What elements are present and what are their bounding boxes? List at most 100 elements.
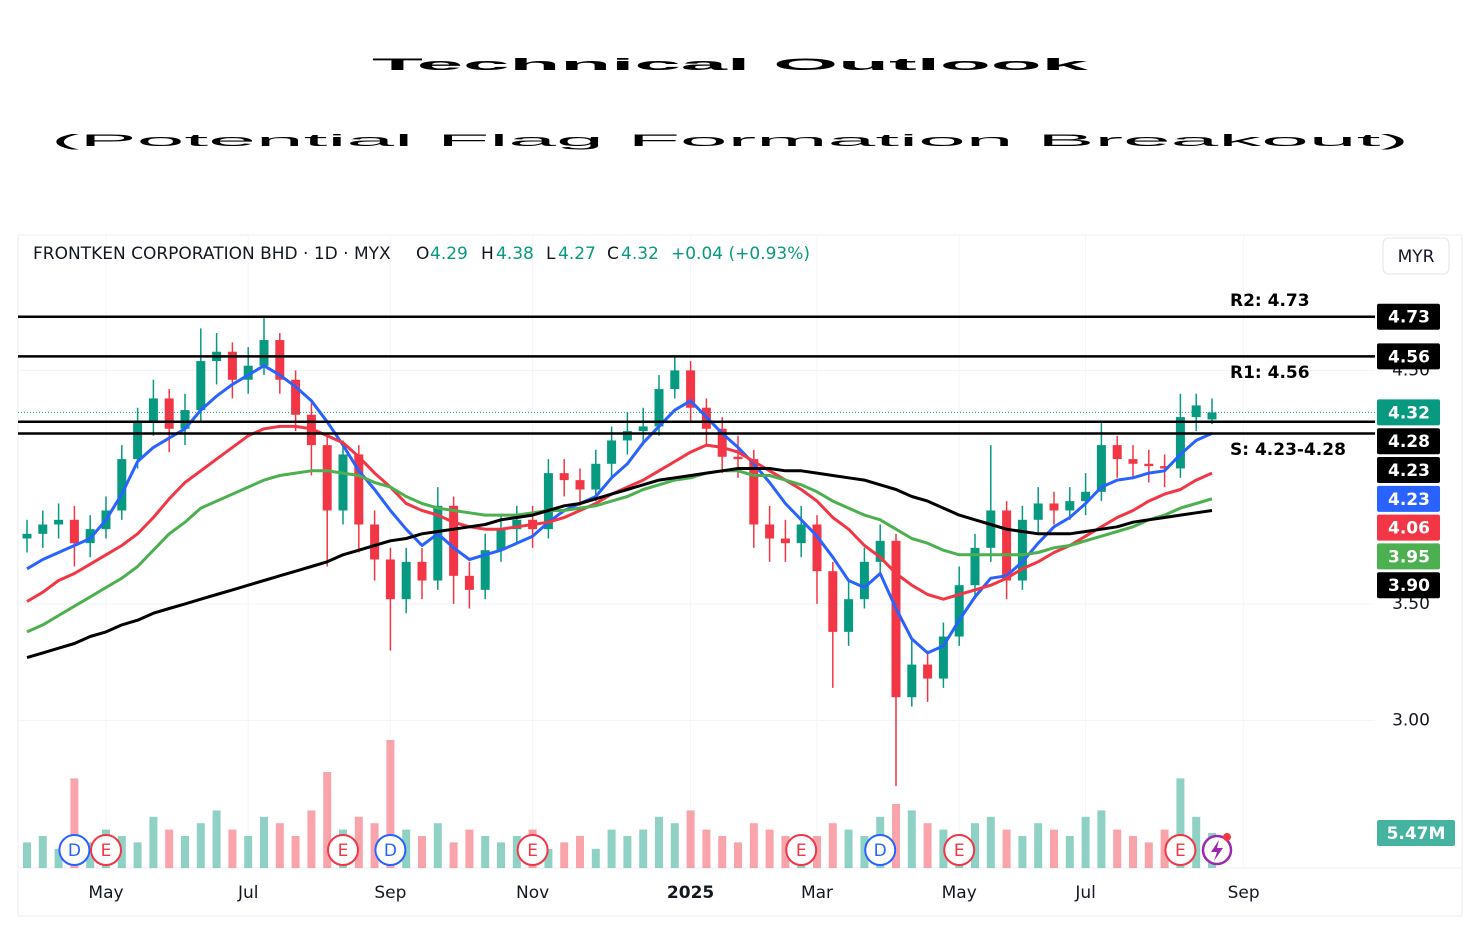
annotation: S: 4.23-4.28 (1230, 440, 1346, 460)
volume-bar (165, 829, 174, 868)
volume-bar (734, 842, 742, 868)
volume-bar (718, 836, 727, 868)
candle-body (907, 664, 917, 698)
candle-body (986, 510, 996, 548)
volume-bar (591, 848, 600, 868)
volume-bar (86, 842, 95, 868)
candle-body (844, 599, 854, 632)
currency-button[interactable] (1382, 237, 1450, 275)
event-label: D (68, 841, 81, 861)
flash-icon (1201, 833, 1233, 866)
event-label: E (954, 841, 965, 861)
candle-body (417, 561, 427, 581)
candle-body (954, 585, 964, 637)
candle-body (543, 473, 553, 530)
candle-body (243, 365, 253, 380)
candle-body (38, 524, 48, 534)
volume-label-box (1377, 820, 1455, 846)
candle-body (259, 340, 269, 366)
ohlc-value: 4.27 (558, 244, 596, 264)
candle-body (923, 664, 933, 679)
volume-bar (260, 816, 268, 868)
x-tick-label: May (942, 883, 977, 903)
volume-bar (323, 772, 332, 868)
chart-panel (17, 234, 1463, 917)
candle-body (891, 540, 901, 698)
price-label-box (1377, 514, 1440, 541)
volume-pane (23, 740, 1216, 868)
candle-body (54, 519, 64, 525)
moving-average (26, 469, 1213, 634)
candle-body (1002, 510, 1012, 581)
candle-body (69, 519, 79, 544)
candle-body (354, 454, 364, 525)
candle-body (1112, 445, 1122, 460)
moving-average (26, 364, 1213, 655)
ohlc-letter: C (607, 244, 619, 264)
volume-bar (275, 823, 284, 868)
candle-body (1144, 463, 1154, 467)
ohlc-value: 4.29 (430, 244, 468, 264)
candle-body (749, 459, 759, 525)
candle-body (322, 445, 332, 511)
candle-body (148, 398, 158, 422)
candle-body (780, 538, 790, 544)
volume-bar (386, 740, 395, 868)
annotation: R2: 4.73 (1230, 291, 1310, 311)
volume-bar (1081, 816, 1090, 868)
candle-body (796, 524, 806, 544)
page-title: Technical Outlook (372, 55, 1091, 74)
candle-body (1160, 466, 1170, 469)
ohlc-letter: O (416, 244, 429, 264)
ohlc-letter: L (546, 244, 556, 264)
price-label-box (1377, 485, 1440, 512)
candle-body (607, 440, 617, 464)
y-tick-label: 3.00 (1392, 711, 1430, 731)
candle-body (1191, 405, 1201, 418)
candle-body (828, 571, 838, 632)
candle-body (575, 480, 585, 490)
candle-body (164, 398, 174, 429)
candle-body (765, 524, 775, 539)
event-marker (864, 834, 897, 866)
ohlc-letter: H (481, 244, 494, 264)
volume-bar (1002, 829, 1011, 868)
candle-body (180, 410, 190, 429)
event-label: D (874, 841, 887, 861)
candle-body (512, 519, 522, 530)
volume-bar (1034, 823, 1043, 868)
volume-bar (844, 829, 853, 868)
volume-bar (1129, 836, 1137, 868)
price-label: 4.23 (1388, 461, 1430, 481)
volume-bar (1176, 778, 1185, 868)
volume-bar (560, 842, 569, 868)
candle-body (338, 454, 348, 511)
x-tick-label: Sep (374, 883, 406, 903)
volume-bar (1113, 829, 1122, 868)
volume-bar (149, 816, 158, 868)
candle-body (638, 426, 648, 432)
volume-bar (465, 829, 474, 868)
volume-bar (70, 778, 79, 868)
price-label: 4.73 (1388, 308, 1430, 328)
price-label-box (1377, 303, 1440, 330)
volume-bar (497, 842, 505, 868)
x-tick-label: 2025 (667, 883, 714, 903)
y-tick-label: 3.50 (1392, 594, 1430, 614)
volume-bar (923, 823, 932, 868)
price-label: 4.23 (1388, 490, 1430, 510)
event-label: E (527, 841, 538, 861)
volume-bar (986, 816, 995, 868)
event-label: E (1175, 841, 1186, 861)
currency-label[interactable]: MYR (1398, 247, 1435, 267)
change: +0.04 (+0.93%) (671, 244, 810, 264)
symbol: FRONTKEN CORPORATION BHD · 1D · MYX (33, 244, 391, 264)
event-marker (1164, 834, 1197, 866)
annotation: R1: 4.56 (1230, 363, 1310, 383)
price-label-box (1377, 428, 1440, 455)
candle-body (670, 370, 680, 390)
price-label-box (1377, 399, 1440, 426)
